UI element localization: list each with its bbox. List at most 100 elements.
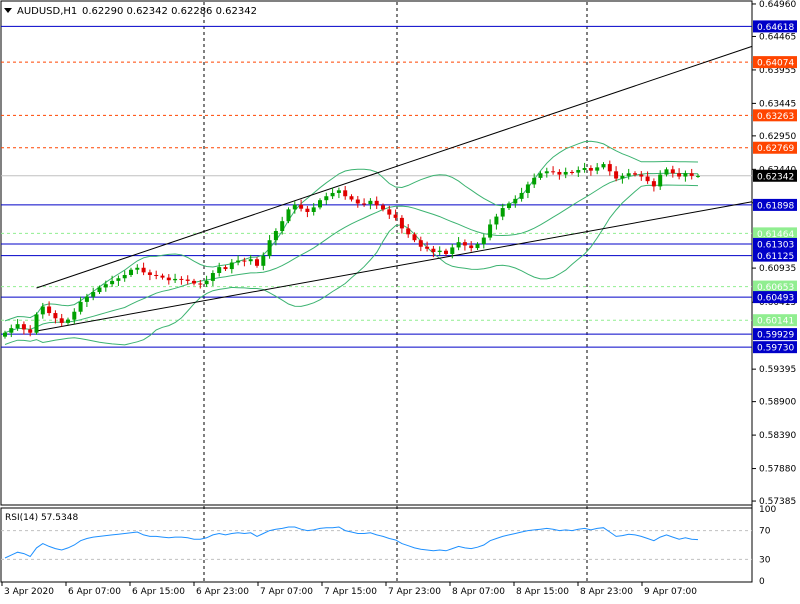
candle-body (273, 231, 278, 241)
candle-body (242, 260, 247, 262)
time-axis: 3 Apr 2020 6 Apr 07:00 6 Apr 15:00 6 Apr 23… (1, 582, 697, 597)
candle-body (519, 192, 524, 199)
candle-body (286, 209, 291, 222)
candle-body (381, 205, 385, 210)
price-level-label: 0.63263 (757, 112, 794, 122)
candle-body (677, 173, 682, 177)
candle-body (9, 328, 14, 333)
candle-body (387, 209, 392, 215)
candle-body (47, 306, 52, 314)
time-label: 8 Apr 07:00 (452, 587, 505, 597)
rsi-indicator: 100 70 30 0 (1, 505, 776, 587)
candle-body (255, 259, 259, 266)
candle-body (3, 332, 7, 337)
ohlc-readout: 0.62290 0.62342 0.62286 0.62342 (82, 6, 257, 17)
price-level-label: 0.60493 (757, 294, 794, 304)
price-level-badge (753, 56, 797, 69)
candle-body (481, 237, 486, 245)
candle-body (469, 245, 474, 249)
candle-body (582, 168, 587, 170)
candle-body (160, 275, 165, 278)
price-level-label: 0.59929 (757, 331, 794, 341)
candle-body (330, 192, 335, 197)
candle-body (670, 169, 675, 174)
candle-body (513, 198, 518, 204)
candle-body (607, 164, 612, 172)
time-label: 3 Apr 2020 (4, 587, 54, 597)
bollinger-lower (4, 184, 699, 346)
candle-body (248, 259, 253, 262)
candle-body (412, 234, 417, 241)
time-label: 8 Apr 15:00 (516, 587, 569, 597)
dropdown-triangle-icon[interactable] (4, 8, 12, 13)
price-level-label: 0.61303 (757, 240, 794, 250)
price-level-label: 0.61898 (757, 201, 794, 211)
candle-body (696, 175, 700, 177)
price-level-badge (753, 109, 797, 122)
candle-body (614, 171, 619, 179)
candle-body (683, 173, 688, 177)
price-level-badge (753, 341, 797, 354)
candle-body (601, 164, 606, 168)
candle-body (318, 200, 322, 208)
candle-body (418, 240, 423, 247)
candle-body (141, 267, 146, 273)
trend-channel (36, 45, 753, 332)
candle-body (299, 204, 304, 209)
candle-body (374, 200, 379, 206)
price-level-badge (753, 280, 797, 293)
symbol-label: AUDUSD,H1 (17, 6, 77, 17)
price-level-label: 0.64618 (757, 23, 794, 33)
price-level-badge (753, 20, 797, 33)
candle-body (292, 204, 297, 210)
bollinger-middle (4, 172, 699, 334)
candle-body (84, 296, 89, 302)
candle-body (336, 190, 341, 193)
time-label: 9 Apr 07:00 (644, 587, 697, 597)
candle-body (406, 228, 411, 235)
candle-body (557, 171, 562, 175)
candle-body (658, 174, 663, 187)
current-price-badge (753, 169, 797, 182)
price-tick-label: 0.64465 (759, 32, 796, 42)
candle-body (204, 280, 209, 285)
price-tick-label: 0.59395 (759, 365, 796, 375)
price-level-badge (753, 237, 797, 250)
rsi-pane-frame (0, 507, 753, 583)
candle-body (444, 250, 448, 254)
candle-body (570, 171, 574, 173)
trend-upper-line (36, 45, 753, 289)
vertical-gridlines (203, 2, 588, 581)
time-label: 6 Apr 07:00 (68, 587, 121, 597)
price-level-label: 0.60141 (757, 317, 794, 327)
candle-body (507, 203, 511, 209)
candle-body (66, 319, 70, 323)
rsi-scale-label: 100 (759, 505, 776, 515)
price-level-badge (753, 328, 797, 341)
candle-body (639, 174, 644, 177)
candle-body (223, 267, 228, 270)
candle-body (399, 217, 404, 229)
price-level-lines (1, 25, 752, 348)
candle-body (166, 277, 171, 281)
candle-body (538, 173, 543, 178)
candle-body (544, 171, 549, 174)
candle-body (305, 208, 310, 212)
candle-body (368, 200, 373, 205)
candle-body (147, 272, 152, 275)
rsi-scale-label: 30 (759, 555, 771, 565)
candle-body (217, 267, 222, 274)
candle-body (198, 283, 203, 285)
bollinger-upper (4, 140, 699, 322)
candle-body (192, 280, 196, 284)
candle-body (179, 278, 184, 280)
candlesticks (3, 160, 700, 339)
candle-body (28, 329, 33, 333)
candle-body (236, 260, 241, 263)
candle-body (349, 196, 354, 200)
time-label: 8 Apr 23:00 (580, 587, 633, 597)
price-level-label: 0.61125 (757, 252, 794, 262)
candle-body (97, 287, 102, 293)
candle-body (425, 246, 430, 249)
